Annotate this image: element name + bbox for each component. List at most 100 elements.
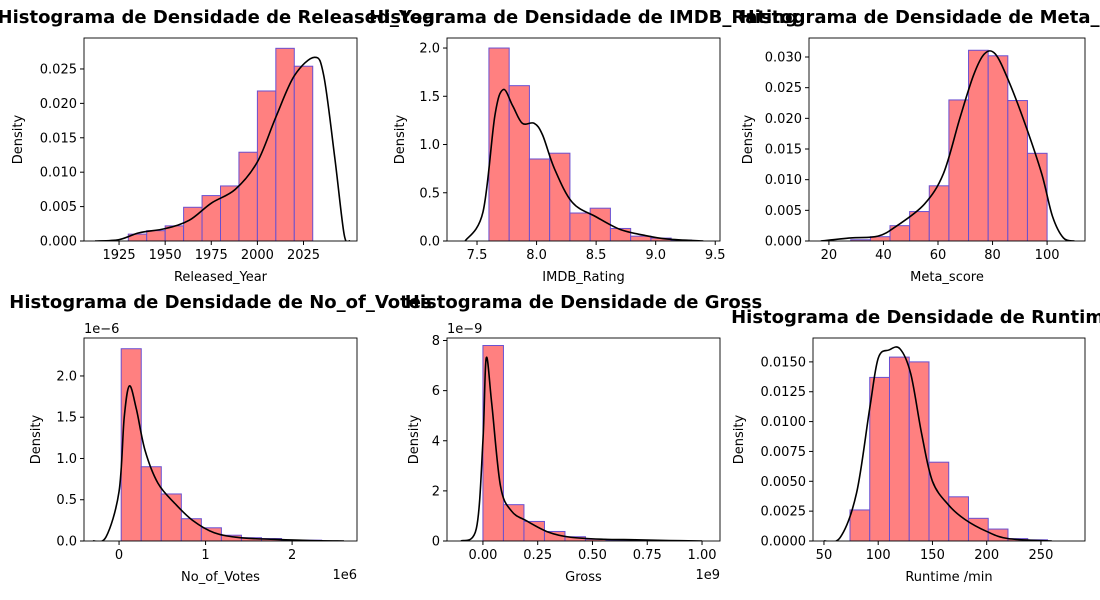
x-tick-label: 100 [1035,248,1060,263]
histogram-bar [967,517,989,541]
histogram-bar [482,345,504,541]
subplot: 1925 1950 1975 2000 2025 0.000 0.005 0.010 0.015… [0,7,444,285]
y-tick-label: 0 [432,535,440,550]
subplot: 20 40 60 80 100 0.000 0.005 0.010 0.015 0.020 0.02… [740,7,1100,285]
x-tick-label: 100 [866,548,891,563]
chart-title: Histograma de Densidade de Released_Year [0,7,444,28]
axes-frame [808,37,1086,242]
x-tick-label: 7.5 [467,248,488,263]
x-offset: 1e9 [695,568,720,583]
y-axis-label: Density [29,414,44,464]
y-tick-label: 0.0025 [761,505,807,520]
y-tick-label: 1.0 [56,452,77,467]
y-tick-label: 0.020 [765,112,802,127]
histogram-bar [140,466,162,541]
y-tick-label: 0.000 [40,235,77,250]
histogram-bar [256,90,277,241]
x-tick-label: 9.0 [645,248,666,263]
kde-line [460,356,703,541]
y-tick-label: 0.010 [40,166,77,181]
histogram-bar [293,65,314,241]
subplot: 50 100 150 200 250 0.0000 0.0025 0.0050 0.0075 0.… [731,307,1100,585]
y-tick-label: 0.0000 [761,535,807,550]
histogram-bar [1026,152,1048,241]
y-tick-label: 4 [432,434,440,449]
histogram-bar [528,158,551,241]
y-tick-label: 0.005 [40,200,77,215]
y-offset: 1e−6 [84,322,119,337]
x-tick-label: 1950 [149,248,182,263]
x-tick-label: 0.50 [578,548,607,563]
y-tick-label: 0.015 [765,143,802,158]
axes-frame [83,337,358,542]
x-axis-label: Gross [565,570,602,585]
y-tick-label: 6 [432,384,440,399]
x-tick-label: 150 [920,548,945,563]
x-tick-label: 60 [930,248,947,263]
x-tick-label: 2000 [241,248,274,263]
histogram-bar [502,504,525,541]
histogram-bar [180,518,202,541]
y-tick-label: 2.0 [56,369,77,384]
y-tick-label: 0.0100 [761,415,807,430]
x-tick-label: 0.25 [523,548,552,563]
kde-line [92,385,345,541]
x-tick-label: 0.00 [468,548,497,563]
chart-title: Histograma de Densidade de Runtime /min [731,307,1100,328]
histogram-bar [987,55,1009,241]
y-tick-label: 8 [432,334,440,349]
y-tick-label: 0.010 [765,173,802,188]
x-tick-label: 8.0 [526,248,547,263]
y-tick-label: 0.0050 [761,475,807,490]
y-tick-label: 0.0 [56,535,77,550]
y-tick-label: 1.5 [56,411,77,426]
y-tick-label: 0.0075 [761,445,807,460]
kde-line [95,56,351,241]
x-axis-label: IMDB_Rating [542,270,624,285]
histogram-bar [589,207,611,241]
kde-line [464,88,704,241]
x-axis-label: No_of_Votes [181,570,260,585]
x-tick-label: 8.5 [586,248,607,263]
y-axis-label: Density [732,414,747,464]
histogram-bar [630,235,652,241]
histogram-bar [569,212,591,241]
histogram-bar [888,356,910,541]
subplot: 0.00 0.25 0.50 0.75 1.00 0 2 4 6 8 1e9 1e−9 Gross Den… [405,292,762,585]
x-tick-label: 0.75 [633,548,662,563]
y-tick-label: 0.015 [40,131,77,146]
histogram-bar [549,152,571,241]
histogram-bar [120,348,142,541]
histogram-bar [849,509,871,541]
subplot: 7.5 8.0 8.5 9.0 9.5 0.0 0.5 1.0 1.5 2.0 IMDB_Ratin… [369,7,798,285]
x-tick-label: 1925 [103,248,136,263]
y-tick-label: 1.5 [419,90,440,105]
axes-frame [812,337,1086,542]
y-tick-label: 0.5 [56,493,77,508]
x-tick-label: 200 [974,548,999,563]
histogram-bar [275,47,295,241]
axes-frame [83,37,358,242]
x-axis-label: Runtime /min [905,570,992,585]
kde-line [823,346,1052,541]
plot-area [460,345,703,541]
x-offset: 1e6 [332,568,357,583]
x-tick-label: 40 [875,248,892,263]
plot-area [95,47,351,241]
histogram-bar [909,211,930,241]
x-tick-label: 9.5 [705,248,726,263]
y-axis-label: Density [11,114,26,164]
histogram-bar [146,230,166,241]
chart-title: Histograma de Densidade de IMDB_Rating [369,7,798,28]
y-tick-label: 0.025 [40,62,77,77]
axes-frame [446,37,721,242]
x-tick-label: 50 [816,548,833,563]
x-tick-label: 1975 [195,248,228,263]
subplot: 0 1 2 0.0 0.5 1.0 1.5 2.0 1e6 1e−6 No_of_Votes Dens… [9,292,431,585]
y-tick-label: 0.020 [40,97,77,112]
plot-area [464,47,704,241]
y-tick-label: 2 [432,484,440,499]
y-tick-label: 0.030 [765,51,802,66]
